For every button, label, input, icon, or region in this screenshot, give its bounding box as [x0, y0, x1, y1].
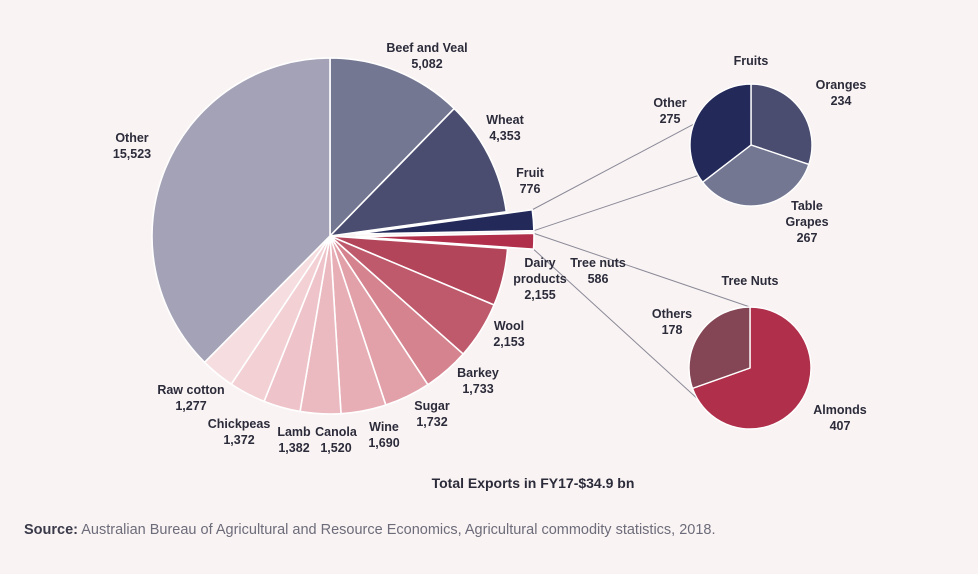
- tree-nuts-pie: [688, 306, 812, 430]
- slice-label-fruit: Fruit 776: [516, 166, 545, 196]
- slice-label-wheat: Wheat 4,353: [486, 113, 524, 143]
- source-text: Australian Bureau of Agricultural and Re…: [81, 522, 716, 538]
- slice-label-lamb: Lamb 1,382: [277, 425, 311, 455]
- pie-slice-fruit: [355, 208, 535, 235]
- slice-label-almonds-tree-nuts: Almonds 407: [813, 403, 867, 433]
- pie-slice-other-fruits: [689, 83, 752, 183]
- tree-nuts-pie-title: Tree Nuts: [722, 274, 779, 288]
- main-pie: [151, 57, 535, 415]
- slice-label-sugar: Sugar 1,732: [414, 399, 450, 429]
- slice-label-other: Other 15,523: [113, 131, 151, 161]
- slice-label-table-grapes-fruits: Table Grapes 267: [785, 199, 828, 245]
- slice-label-chickpeas: Chickpeas 1,372: [208, 417, 271, 447]
- fruits-pie-title: Fruits: [734, 54, 769, 68]
- pie-labels: Beef and Veal 5,082 Wheat 4,353 Fruit 776 Tree…: [113, 41, 867, 455]
- slice-label-beef-and-veal: Beef and Veal 5,082: [386, 41, 467, 71]
- slice-label-tree-nuts: Tree nuts 586: [570, 256, 626, 286]
- slice-label-canola: Canola 1,520: [315, 425, 358, 455]
- pie-slice-almonds-tree-nuts: [691, 306, 812, 430]
- slice-label-barkey: Barkey 1,733: [457, 366, 499, 396]
- slice-label-wine: Wine 1,690: [368, 420, 399, 450]
- fruits-pie: [689, 83, 813, 207]
- slice-label-dairy-products: Dairy products 2,155: [513, 256, 567, 302]
- slice-label-raw-cotton: Raw cotton 1,277: [157, 383, 224, 413]
- pie-slice-tree-nuts: [355, 232, 535, 251]
- source-note: Source: Australian Bureau of Agricultura…: [24, 522, 716, 538]
- connector-line: [533, 175, 699, 232]
- connector-line: [533, 232, 751, 308]
- pie-slice-beef-and-veal: [329, 57, 456, 237]
- pie-slice-wheat: [329, 107, 508, 237]
- source-label: Source:: [24, 522, 78, 538]
- connector-line: [533, 248, 698, 399]
- pie-slice-table-grapes-fruits: [701, 144, 810, 207]
- slice-label-others-tree-nuts: Others 178: [652, 307, 692, 337]
- pie-slice-oranges-fruits: [750, 83, 813, 166]
- connector-line: [532, 123, 694, 211]
- slice-label-other-fruits: Other 275: [653, 96, 686, 126]
- pie-slice-other: [151, 57, 331, 364]
- slice-label-oranges-fruits: Oranges 234: [816, 78, 867, 108]
- connector-lines: [532, 123, 751, 399]
- chart-subtitle: Total Exports in FY17-$34.9 bn: [432, 475, 635, 491]
- pie-slice-others-tree-nuts: [688, 306, 751, 390]
- slice-label-wool: Wool 2,153: [493, 319, 524, 349]
